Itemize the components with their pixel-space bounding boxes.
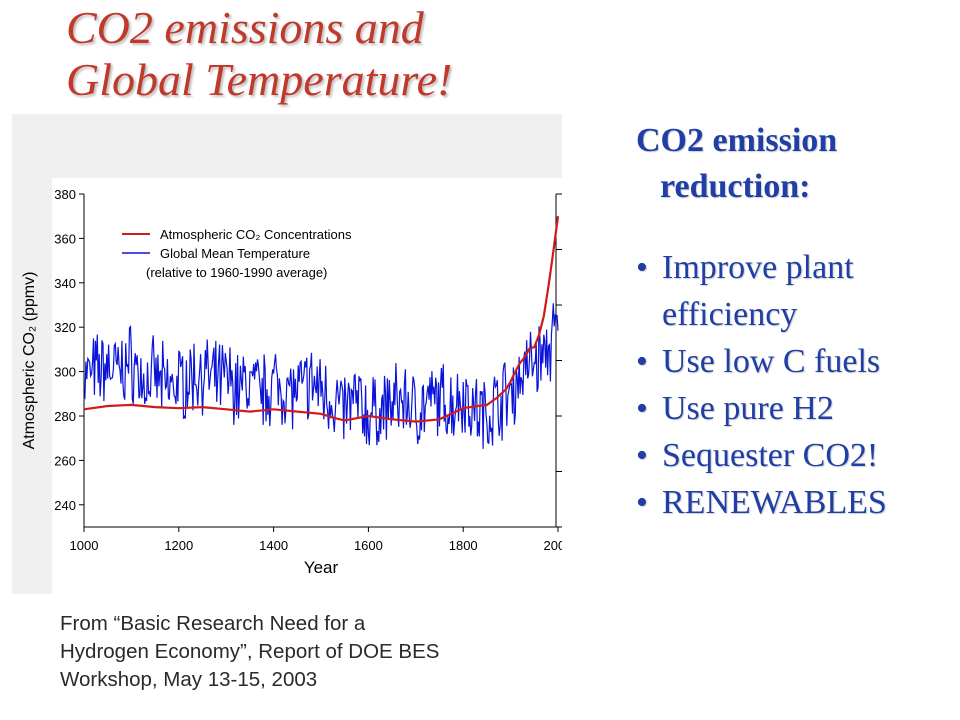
slide-title: CO2 emissions and Global Temperature! [66,2,452,106]
y-left-tick-label: 240 [54,498,76,513]
source-note: From “Basic Research Need for a Hydrogen… [60,610,530,694]
chart-panel: 240260280300320340360380-1.5-1.0-0.50.00… [12,114,562,594]
bullet-item: Sequester CO2! [636,432,956,479]
y-left-tick-label: 300 [54,365,76,380]
legend-temp-note: (relative to 1960-1990 average) [146,265,327,280]
co2-temperature-chart: 240260280300320340360380-1.5-1.0-0.50.00… [21,178,562,594]
y-left-tick-label: 280 [54,409,76,424]
y-left-tick-label: 380 [54,187,76,202]
source-line-2: Hydrogen Economy”, Report of DOE BES [60,640,440,663]
side-heading-line-1: CO2 emission [636,122,838,159]
x-tick-label: 1800 [449,538,478,553]
bullet-list: Improve plant efficiency Use low C fuels… [636,244,956,526]
source-line-3: Workshop, May 13-15, 2003 [60,668,318,691]
side-heading: CO2 emission reduction: [636,118,956,210]
x-tick-label: 1600 [354,538,383,553]
slide-title-line-1: CO2 emissions and [66,2,424,53]
y-left-tick-label: 360 [54,231,76,246]
y-left-tick-label: 320 [54,320,76,335]
bullet-item: Improve plant [636,244,956,291]
legend-temp-label: Global Mean Temperature [160,246,310,261]
x-tick-label: 1000 [70,538,99,553]
y-left-axis-label: Atmospheric CO₂ (ppmv) [21,272,38,450]
y-left-tick-label: 340 [54,276,76,291]
source-line-1: From “Basic Research Need for a [60,612,366,635]
side-panel: CO2 emission reduction: Improve plant ef… [636,118,956,526]
bullet-item: RENEWABLES [636,479,956,526]
bullet-continuation: efficiency [662,296,798,333]
co2-series-line [83,216,560,423]
legend-co2-label: Atmospheric CO₂ Concentrations [160,227,352,242]
x-axis-label: Year [304,558,339,577]
side-heading-line-2: reduction: [660,168,811,205]
slide-title-line-2: Global Temperature! [66,54,453,105]
x-tick-label: 1200 [164,538,193,553]
bullet-item: Use low C fuels [636,338,956,385]
bullet-item: Use pure H2 [636,385,956,432]
x-tick-label: 1400 [259,538,288,553]
x-tick-label: 2000 [544,538,562,553]
temperature-series-line [83,303,559,449]
y-left-tick-label: 260 [54,453,76,468]
